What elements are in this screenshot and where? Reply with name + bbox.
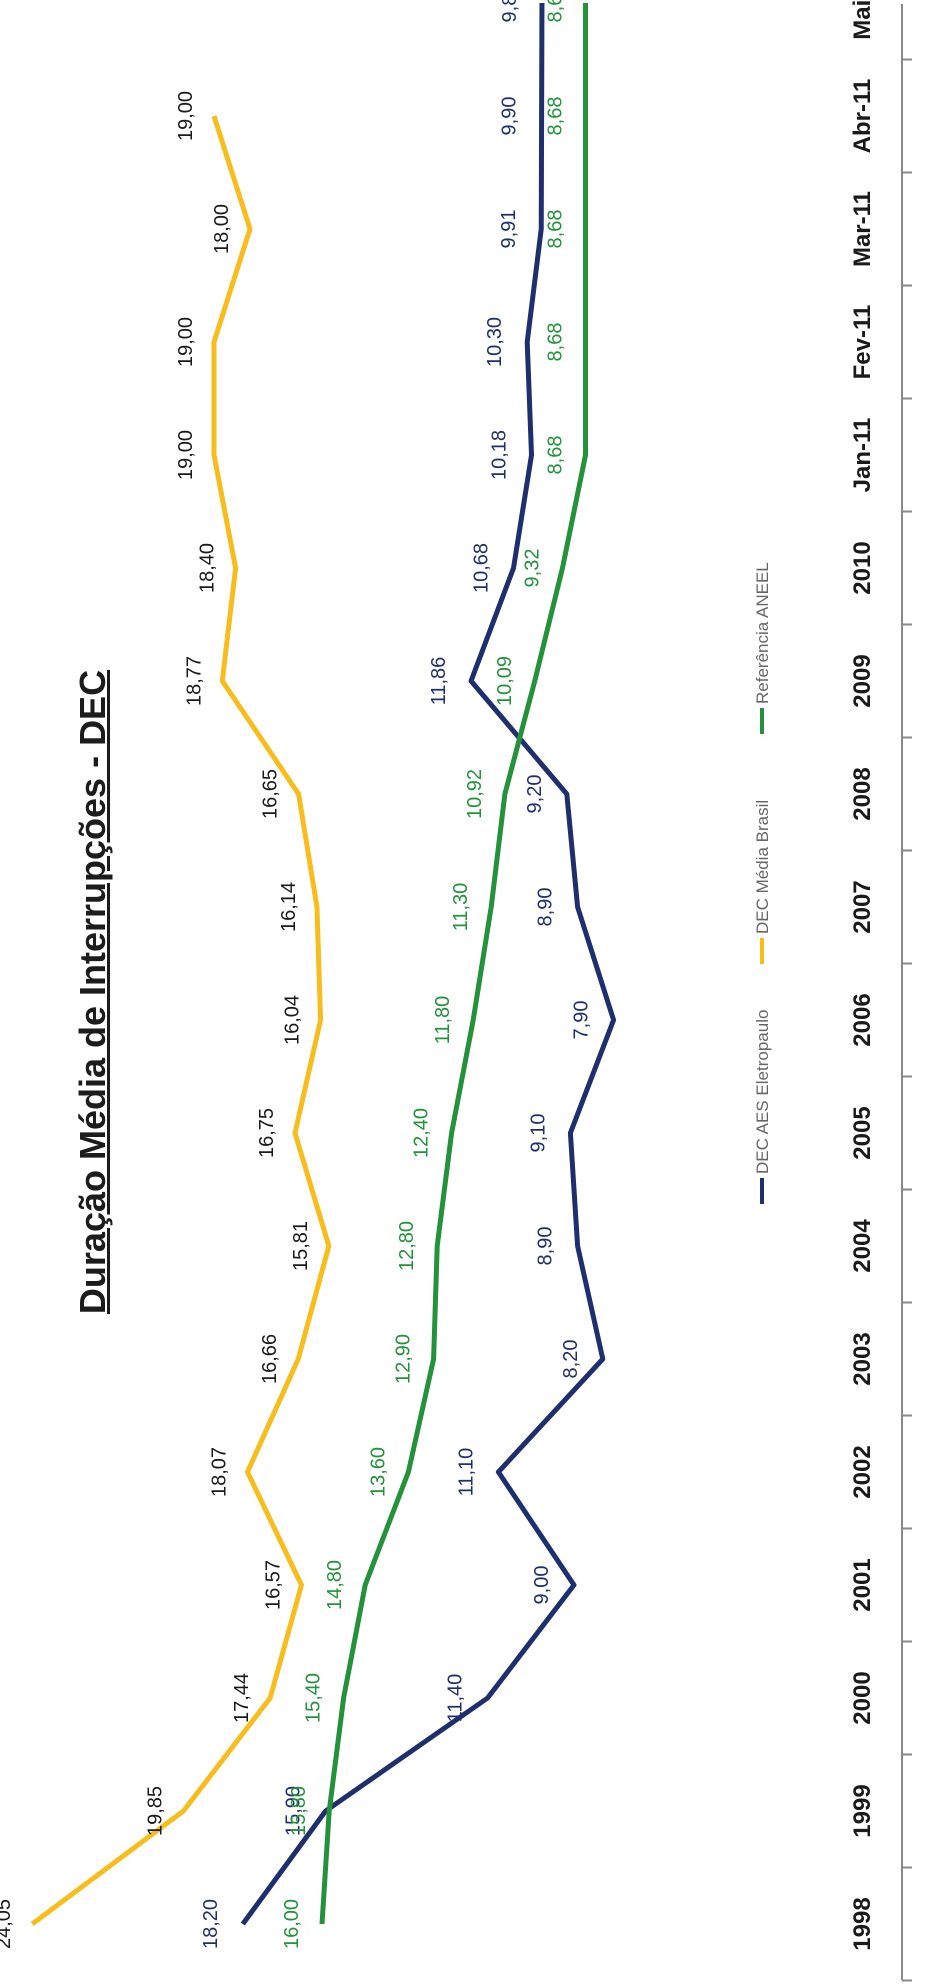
- data-label: 8,68: [545, 0, 567, 22]
- data-label: 24,05: [0, 1899, 15, 1949]
- x-tick-label: 1999: [849, 1784, 876, 1837]
- data-label: 8,90: [535, 888, 557, 927]
- data-label: 18,07: [208, 1447, 230, 1497]
- x-tick-label: 2010: [849, 541, 876, 594]
- data-label: 10,18: [489, 430, 511, 480]
- data-label: 8,68: [545, 323, 567, 362]
- data-label: 8,68: [545, 436, 567, 475]
- data-label: 9,32: [521, 549, 543, 588]
- data-label: 12,90: [393, 1334, 415, 1384]
- x-tick-label: 2001: [849, 1558, 876, 1611]
- legend-label: DEC AES Eletropaulo: [753, 1010, 772, 1174]
- x-tick-label: Fev-11: [849, 305, 876, 380]
- data-label: 16,65: [260, 769, 282, 819]
- x-tick-label: 2007: [849, 880, 876, 933]
- data-label: 12,40: [411, 1108, 433, 1158]
- data-label: 16,00: [281, 1899, 303, 1949]
- x-tick-label: Jan-11: [849, 418, 876, 493]
- x-tick-label: 2008: [849, 767, 876, 820]
- legend-label: Referência ANEEL: [753, 562, 772, 704]
- data-label: 7,90: [571, 1001, 593, 1040]
- data-label: 11,40: [445, 1674, 467, 1723]
- data-label: 19,00: [175, 317, 197, 367]
- data-label: 10,92: [464, 769, 486, 819]
- data-label: 9,00: [531, 1566, 553, 1605]
- data-label: 16,57: [262, 1560, 284, 1610]
- data-label: 9,20: [524, 775, 546, 814]
- data-label: 8,20: [560, 1340, 582, 1379]
- data-label: 15,90: [283, 1786, 305, 1836]
- x-tick-label: 1998: [849, 1897, 876, 1950]
- data-label: 17,44: [231, 1673, 253, 1723]
- data-label: 14,80: [324, 1560, 346, 1610]
- data-label: 16,75: [256, 1108, 278, 1158]
- x-tick-label: 2006: [849, 993, 876, 1046]
- data-label: 8,68: [545, 210, 567, 249]
- data-label: 9,89: [499, 0, 521, 22]
- data-label: 10,68: [471, 543, 493, 593]
- data-label: 9,90: [499, 97, 521, 136]
- data-label: 9,91: [498, 210, 520, 249]
- data-label: 11,30: [450, 883, 472, 932]
- data-label: 10,09: [494, 656, 516, 706]
- data-label: 8,68: [545, 97, 567, 136]
- x-tick-label: Mar-11: [849, 191, 876, 267]
- data-label: 18,40: [197, 543, 219, 593]
- data-label: 12,80: [396, 1221, 418, 1271]
- x-tick-label: 2002: [849, 1445, 876, 1498]
- data-label: 18,20: [200, 1899, 222, 1949]
- data-label: 19,00: [175, 430, 197, 480]
- x-tick-label: Mai-11: [849, 0, 876, 40]
- series-line-dec-m-dia-brasil: [30, 115, 332, 1927]
- data-label: 19,00: [175, 91, 197, 141]
- legend-label: DEC Média Brasil: [753, 800, 772, 934]
- data-label: 15,81: [290, 1221, 312, 1271]
- x-tick-label: 2005: [849, 1106, 876, 1159]
- data-label: 11,80: [432, 996, 454, 1045]
- data-label: 15,80: [288, 1786, 310, 1836]
- data-label: 11,86: [428, 657, 450, 706]
- data-label: 9,10: [527, 1114, 549, 1153]
- x-tick-label: Abr-11: [849, 79, 876, 154]
- data-label: 18,00: [211, 204, 233, 254]
- data-label: 19,85: [144, 1786, 166, 1836]
- x-tick-label: 2000: [849, 1671, 876, 1724]
- series-line-refer-ncia-aneel: [319, 3, 589, 1925]
- series-line-dec-aes-eletropaulo: [240, 2, 617, 1926]
- data-label: 18,77: [183, 656, 205, 706]
- data-label: 8,90: [535, 1227, 557, 1266]
- data-label: 16,66: [259, 1334, 281, 1384]
- data-label: 16,04: [282, 995, 304, 1045]
- x-tick-label: 2009: [849, 654, 876, 707]
- x-tick-label: 2004: [849, 1219, 876, 1273]
- data-label: 15,40: [303, 1673, 325, 1723]
- data-label: 16,14: [278, 882, 300, 932]
- data-label: 10,30: [484, 317, 506, 367]
- data-label: 11,10: [455, 1448, 477, 1497]
- data-label: 13,60: [367, 1447, 389, 1497]
- x-tick-label: 2003: [849, 1332, 876, 1385]
